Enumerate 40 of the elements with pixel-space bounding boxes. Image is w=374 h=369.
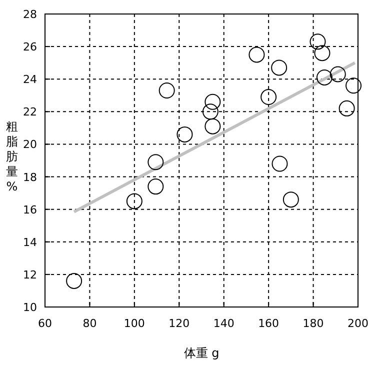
point [271, 60, 288, 76]
point [148, 154, 164, 170]
y-tick-label: 26 [23, 40, 37, 54]
point [204, 118, 221, 134]
point [148, 178, 164, 195]
point [282, 192, 299, 208]
x-tick-label: 80 [82, 317, 97, 330]
y-tick-label: 22 [23, 106, 37, 119]
y-tick-label: 10 [23, 301, 37, 314]
x-tick-label: 200 [348, 317, 368, 330]
point [176, 126, 193, 142]
point [66, 272, 82, 289]
x-tick-label: 160 [258, 317, 280, 330]
point [158, 82, 175, 99]
y-tick-label: 24 [23, 73, 37, 86]
y-tick-label: 16 [23, 203, 37, 216]
x-tick-label: 60 [38, 317, 52, 330]
y-tick-label: 18 [23, 170, 37, 184]
y-axis-title: 粗脂肪量% [6, 120, 18, 194]
x-tick-label: 180 [302, 317, 324, 330]
point [248, 46, 265, 63]
y-tick-label: 12 [23, 268, 37, 282]
point [310, 34, 326, 50]
point [260, 89, 277, 106]
x-axis-title: 体重 g [184, 346, 220, 360]
y-tick-label: 20 [23, 138, 37, 152]
point [272, 156, 288, 172]
point [338, 100, 355, 116]
x-tick-label: 100 [124, 317, 145, 330]
y-tick-label: 28 [23, 8, 37, 21]
y-tick-label: 14 [23, 236, 37, 249]
point [330, 66, 346, 82]
point [126, 193, 142, 210]
point [204, 94, 221, 110]
x-tick-label: 120 [168, 317, 190, 330]
point [202, 104, 218, 120]
point [346, 78, 362, 94]
point [316, 69, 332, 86]
x-tick-label: 140 [213, 317, 234, 330]
point [314, 45, 330, 62]
